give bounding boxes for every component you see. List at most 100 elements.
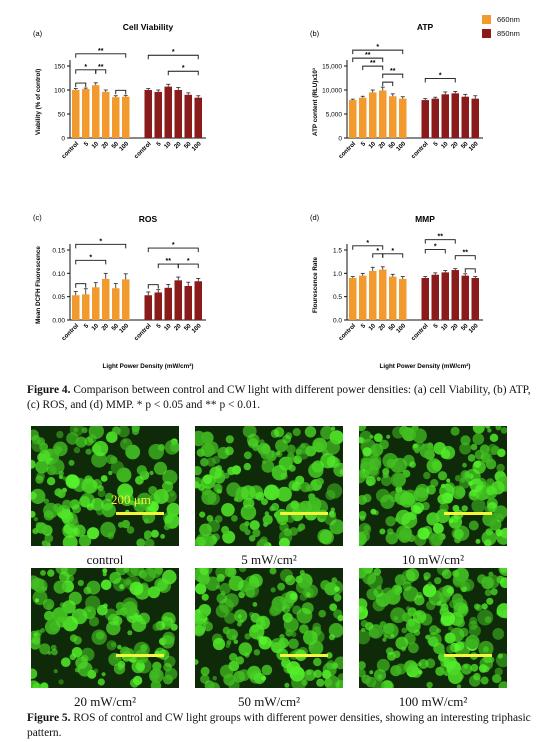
cell-blob: [373, 587, 384, 598]
cell-blob: [288, 638, 299, 650]
cell-blob: [467, 454, 476, 462]
cell-blob: [226, 640, 232, 645]
x-tick-label-a: control: [60, 140, 80, 160]
cell-blob: [119, 584, 125, 590]
cell-blob: [448, 669, 463, 685]
y-tick-label-d: 0.5: [333, 294, 342, 301]
micrograph-5: [195, 426, 343, 546]
cell-blob: [288, 456, 295, 463]
cell-blob: [359, 436, 364, 444]
cell-blob: [440, 649, 446, 655]
y-tick-label-a: 0: [61, 136, 65, 143]
cell-blob: [73, 446, 81, 454]
cell-blob: [219, 582, 231, 595]
chart-a-svg: (a) Cell Viability Viability (% of control…: [33, 22, 206, 160]
cell-blob: [407, 534, 416, 542]
cell-blob: [386, 458, 396, 468]
cell-blob: [412, 443, 418, 449]
cell-blob: [102, 568, 108, 574]
cell-blob: [123, 648, 135, 660]
cell-blob: [199, 511, 206, 518]
bar-a-1-0: [144, 90, 152, 138]
bar-a-1-3: [174, 90, 182, 138]
cell-blob: [136, 465, 147, 476]
cell-blob: [325, 489, 336, 501]
bar-a-1-2: [164, 86, 172, 138]
cell-blob: [233, 639, 239, 644]
cell-blob: [478, 640, 494, 657]
cell-blob: [75, 436, 87, 448]
cell-blob: [278, 637, 289, 649]
bar-d-0-2: [369, 271, 377, 320]
cell-blob: [362, 447, 372, 457]
cell-blob: [363, 524, 371, 532]
cell-blob: [36, 472, 45, 481]
bar-c-1-0: [144, 295, 152, 320]
y-tick-label-d: 1.5: [333, 248, 342, 255]
chart-c-svg: (c) ROS Mean DCFH Fluorescence 0.00 0.05 0.10…: [33, 213, 206, 370]
cell-blob: [247, 499, 253, 504]
cell-blob: [377, 585, 382, 590]
cell-blob: [269, 505, 275, 512]
cell-blob: [359, 530, 370, 542]
y-axis-label-c: Mean DCFH Fluorescence: [35, 246, 42, 324]
figure5-caption-text: ROS of control and CW light groups with …: [27, 712, 531, 739]
cell-blob: [385, 516, 396, 527]
cell-blob: [164, 439, 179, 455]
cell-blob: [65, 474, 80, 489]
cell-blob: [370, 508, 377, 515]
x-tick-label-b: 50: [387, 140, 397, 150]
cell-blob: [460, 663, 473, 675]
cell-blob: [150, 680, 162, 688]
x-tick-label-d: 20: [377, 322, 387, 332]
cell-blob: [372, 679, 385, 688]
cell-blob: [385, 647, 394, 656]
y-tick-label-c: 0.15: [52, 248, 65, 255]
y-tick-label-a: 100: [54, 88, 65, 95]
sig-bracket-a: [75, 82, 87, 88]
cell-blob: [56, 430, 64, 439]
cell-blob: [329, 603, 338, 612]
cell-blob: [101, 672, 106, 677]
bar-c-0-0: [72, 295, 80, 320]
cell-blob: [305, 592, 311, 598]
cell-blob: [31, 668, 38, 680]
cell-blob: [31, 680, 40, 688]
micrograph-20: [31, 568, 179, 688]
cell-blob: [225, 435, 234, 444]
micrograph-10-svg: [359, 426, 507, 546]
cell-blob: [359, 661, 366, 670]
cell-blob: [493, 505, 507, 520]
cell-blob: [395, 663, 407, 675]
cell-blob: [423, 572, 431, 580]
cell-blob: [452, 504, 460, 512]
sig-marker-a: **: [98, 48, 104, 55]
micrograph-10: [359, 426, 507, 546]
cell-blob: [165, 667, 178, 681]
cell-blob: [88, 426, 104, 439]
sig-bracket-c: [75, 283, 87, 288]
cell-blob: [52, 607, 68, 623]
cell-blob: [198, 572, 210, 585]
cell-blob: [324, 678, 333, 687]
cell-blob: [209, 466, 222, 480]
chart-panel-d: (d) MMP Flourescence Rate 0.0 0.5 1.0 1.5 contr…: [277, 192, 554, 376]
x-tick-label-c: 50: [110, 322, 120, 332]
legend-label-660: 660nm: [497, 14, 520, 24]
micrograph-control: 200 μm: [31, 426, 179, 546]
cell-blob: [224, 612, 236, 624]
panel-label-a: (a): [33, 29, 43, 38]
x-tick-label-b: 100: [467, 140, 480, 153]
cell-blob: [487, 444, 499, 456]
cell-blob: [36, 437, 46, 446]
cell-blob: [38, 450, 50, 462]
cell-blob: [437, 494, 448, 505]
bar-b-0-2: [369, 92, 377, 138]
cell-blob: [117, 483, 134, 500]
cell-blob: [195, 612, 205, 626]
x-tick-label-d: 50: [387, 322, 397, 332]
cell-blob: [441, 445, 456, 460]
micrograph-5-svg: [195, 426, 343, 546]
cell-blob: [87, 527, 100, 540]
sig-bracket-c: [75, 243, 127, 249]
